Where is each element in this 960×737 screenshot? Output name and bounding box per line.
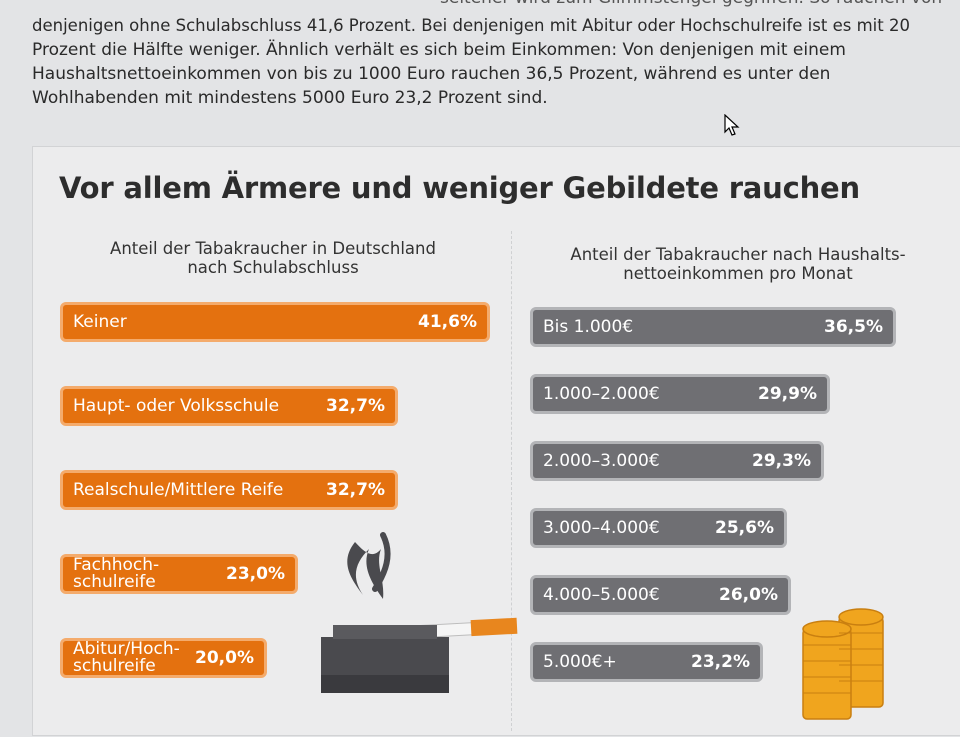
bar-value-label: 23,2%	[691, 652, 750, 672]
bar-label: 2.000–3.000€	[543, 450, 660, 471]
article-line: Wohlhabenden mit mindestens 5000 Euro 23…	[32, 88, 548, 108]
article-line: Prozent die Hälfte weniger. Ähnlich verh…	[32, 40, 846, 60]
bar: Realschule/Mittlere Reife 32,7%	[60, 470, 398, 510]
bar-label: Realschule/Mittlere Reife	[73, 479, 284, 500]
bar: Keiner 41,6%	[60, 302, 490, 342]
article-line: Haushaltsnettoeinkommen von bis zu 1000 …	[32, 64, 831, 84]
bar-label: 1.000–2.000€	[543, 383, 660, 404]
bar-label: 3.000–4.000€	[543, 517, 660, 538]
bar-label: Keiner	[73, 311, 127, 332]
bar-value-label: 23,0%	[226, 564, 285, 584]
cursor-icon	[724, 114, 740, 136]
bar-label: Abitur/Hoch- schulreife	[73, 639, 180, 676]
bar-label: 5.000€+	[543, 651, 617, 672]
bar-value-label: 36,5%	[824, 317, 883, 337]
bar: 1.000–2.000€ 29,9%	[530, 374, 830, 414]
bar: 4.000–5.000€ 26,0%	[530, 575, 791, 615]
bar-label: Haupt- oder Volksschule	[73, 395, 280, 416]
bar-value-label: 29,9%	[758, 384, 817, 404]
bar-value-label: 29,3%	[752, 451, 811, 471]
income-chart-subtitle: Anteil der Tabakraucher nach Haushalts- …	[543, 245, 933, 283]
education-chart-subtitle: Anteil der Tabakraucher in Deutschland n…	[63, 239, 483, 277]
article-text: seltener wird zum Glimmstengel gegriffen…	[32, 0, 944, 110]
subtitle-line: nettoeinkommen pro Monat	[623, 264, 853, 283]
bar: 3.000–4.000€ 25,6%	[530, 508, 787, 548]
bar: 5.000€+ 23,2%	[530, 642, 763, 682]
bar-label: Bis 1.000€	[543, 316, 634, 337]
subtitle-line: nach Schulabschluss	[187, 258, 359, 277]
subtitle-line: Anteil der Tabakraucher in Deutschland	[110, 239, 436, 258]
bar: Abitur/Hoch- schulreife 20,0%	[60, 638, 267, 678]
bar-value-label: 32,7%	[326, 480, 385, 500]
bar-value-label: 25,6%	[715, 518, 774, 538]
subtitle-line: Anteil der Tabakraucher nach Haushalts-	[570, 245, 906, 264]
bar: Haupt- oder Volksschule 32,7%	[60, 386, 398, 426]
bar-value-label: 41,6%	[418, 312, 477, 332]
panel-divider	[511, 231, 512, 731]
bar-value-label: 20,0%	[195, 648, 254, 668]
article-line: denjenigen ohne Schulabschluss 41,6 Proz…	[32, 16, 910, 35]
bar: Bis 1.000€ 36,5%	[530, 307, 896, 347]
chart-title: Vor allem Ärmere und weniger Gebildete r…	[59, 171, 860, 205]
article-partial-line: seltener wird zum Glimmstengel gegriffen…	[440, 0, 942, 10]
bar-label: 4.000–5.000€	[543, 584, 660, 605]
article-paragraph: seltener wird zum Glimmstengel gegriffen…	[32, 0, 944, 110]
bar: 2.000–3.000€ 29,3%	[530, 441, 824, 481]
bar-label: Fachhoch- schulreife	[73, 555, 160, 592]
infographic-panel: Vor allem Ärmere und weniger Gebildete r…	[32, 146, 960, 736]
bar-value-label: 32,7%	[326, 396, 385, 416]
bar-value-label: 26,0%	[719, 585, 778, 605]
bar: Fachhoch- schulreife 23,0%	[60, 554, 298, 594]
